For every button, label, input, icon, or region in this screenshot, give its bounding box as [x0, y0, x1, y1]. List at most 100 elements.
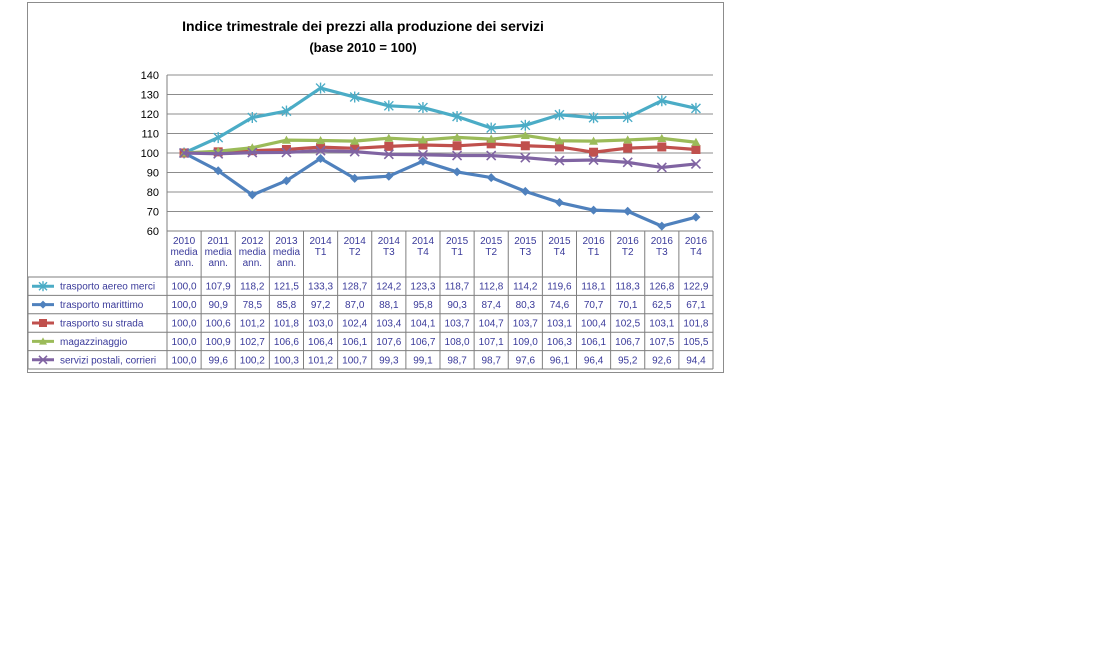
x-tick-label: 2015 T1: [446, 236, 469, 258]
table-cell: 103,7: [445, 319, 470, 330]
data-point-stroke: [451, 150, 463, 161]
legend-entry: trasporto su strada: [60, 319, 144, 330]
table-cell: 100,0: [172, 282, 197, 293]
data-point-stroke: [520, 152, 531, 163]
table-cell: 105,5: [683, 337, 708, 348]
data-point-stroke: [213, 148, 224, 159]
table-cell: 100,4: [581, 319, 606, 330]
table-cell: 102,4: [342, 319, 367, 330]
table-cell: 95,2: [618, 355, 638, 366]
table-cell: 100,6: [206, 319, 231, 330]
data-point: [350, 143, 360, 153]
table-cell: 92,6: [652, 355, 672, 366]
data-point: [247, 190, 257, 200]
table-cell: 100,0: [172, 300, 197, 311]
data-point: [589, 147, 599, 157]
data-point: [520, 141, 530, 151]
x-tick-label: 2016 T4: [685, 236, 708, 258]
data-point: [451, 150, 463, 161]
table-cell: 67,1: [686, 300, 706, 311]
table-cell: 102,7: [240, 337, 265, 348]
data-point: [520, 186, 530, 196]
x-tick-label: 2015 T2: [480, 236, 503, 258]
table-cell: 62,5: [652, 300, 672, 311]
table-cell: 100,9: [206, 337, 231, 348]
data-point-stroke: [383, 149, 394, 160]
table-cell: 70,1: [618, 300, 638, 311]
data-point: [384, 171, 394, 181]
data-point: [384, 141, 394, 151]
table-cell: 106,4: [308, 337, 333, 348]
x-tick-label: 2016 T2: [617, 236, 640, 258]
table-cell: 109,0: [513, 337, 538, 348]
data-point: [656, 162, 667, 173]
data-point-stroke: [247, 147, 258, 158]
data-point: [38, 355, 48, 365]
data-point: [418, 156, 428, 166]
table-cell: 97,6: [516, 355, 536, 366]
x-tick-label: 2016 T1: [582, 236, 605, 258]
table-cell: 87,0: [345, 300, 365, 311]
series-line: [183, 86, 697, 155]
data-point: [281, 135, 291, 144]
y-tick-label: 100: [141, 148, 159, 160]
table-cell: 126,8: [649, 282, 674, 293]
data-point-stroke: [622, 157, 633, 168]
data-point-stroke: [349, 146, 360, 157]
data-point: [247, 112, 258, 124]
table-cell: 118,1: [581, 282, 606, 293]
data-point: [315, 82, 326, 94]
table-cell: 112,8: [479, 282, 504, 293]
y-tick-label: 110: [141, 129, 159, 141]
y-tick-label: 140: [141, 70, 159, 82]
table-cell: 106,6: [274, 337, 299, 348]
data-point: [623, 135, 633, 144]
data-point: [657, 133, 667, 142]
x-tick-label: 2016 T3: [651, 236, 674, 258]
y-tick-label: 130: [141, 90, 159, 102]
y-axis: 60 70 80 90 100 110 120 130 140: [141, 70, 168, 238]
y-tick-label: 60: [147, 226, 159, 238]
data-point: [213, 132, 224, 144]
data-point: [281, 105, 292, 117]
table-cell: 96,4: [584, 355, 604, 366]
table-cell: 90,3: [447, 300, 467, 311]
data-point: [690, 158, 702, 169]
series-line: [183, 151, 697, 228]
y-tick-label: 80: [147, 187, 159, 199]
data-point: [213, 148, 224, 159]
table-cell: 104,1: [410, 319, 435, 330]
x-tick-label: 2013 media ann.: [273, 236, 301, 269]
table-cell: 123,3: [410, 282, 435, 293]
table-cell: 104,7: [479, 319, 504, 330]
table-cell: 90,9: [208, 300, 228, 311]
table-cell: 100,0: [172, 355, 197, 366]
data-point: [656, 95, 667, 107]
data-point: [247, 147, 258, 158]
table-cell: 103,1: [649, 319, 674, 330]
data-point: [622, 111, 633, 123]
table-cell: 100,0: [172, 319, 197, 330]
table-cell: 98,7: [481, 355, 501, 366]
data-point: [486, 134, 496, 143]
x-tick-label: 2015 T4: [548, 236, 571, 258]
x-tick-label: 2015 T3: [514, 236, 537, 258]
table-cell: 122,9: [683, 282, 708, 293]
table-cell: 107,5: [649, 337, 674, 348]
table-cell: 106,1: [342, 337, 367, 348]
series-line: [184, 149, 697, 170]
series: [179, 148, 701, 231]
y-tick-label: 120: [141, 109, 159, 121]
chart-subtitle: (base 2010 = 100): [309, 40, 416, 55]
table-cell: 106,3: [547, 337, 572, 348]
table-cell: 78,5: [243, 300, 263, 311]
data-point-stroke: [588, 154, 599, 166]
table-cell: 97,2: [311, 300, 331, 311]
data-point: [690, 102, 701, 114]
data-point: [486, 122, 497, 134]
data-point: [39, 300, 47, 309]
data-point: [452, 141, 462, 151]
series-line: [183, 133, 697, 155]
series-layer: [178, 82, 702, 231]
data-point: [383, 100, 394, 112]
